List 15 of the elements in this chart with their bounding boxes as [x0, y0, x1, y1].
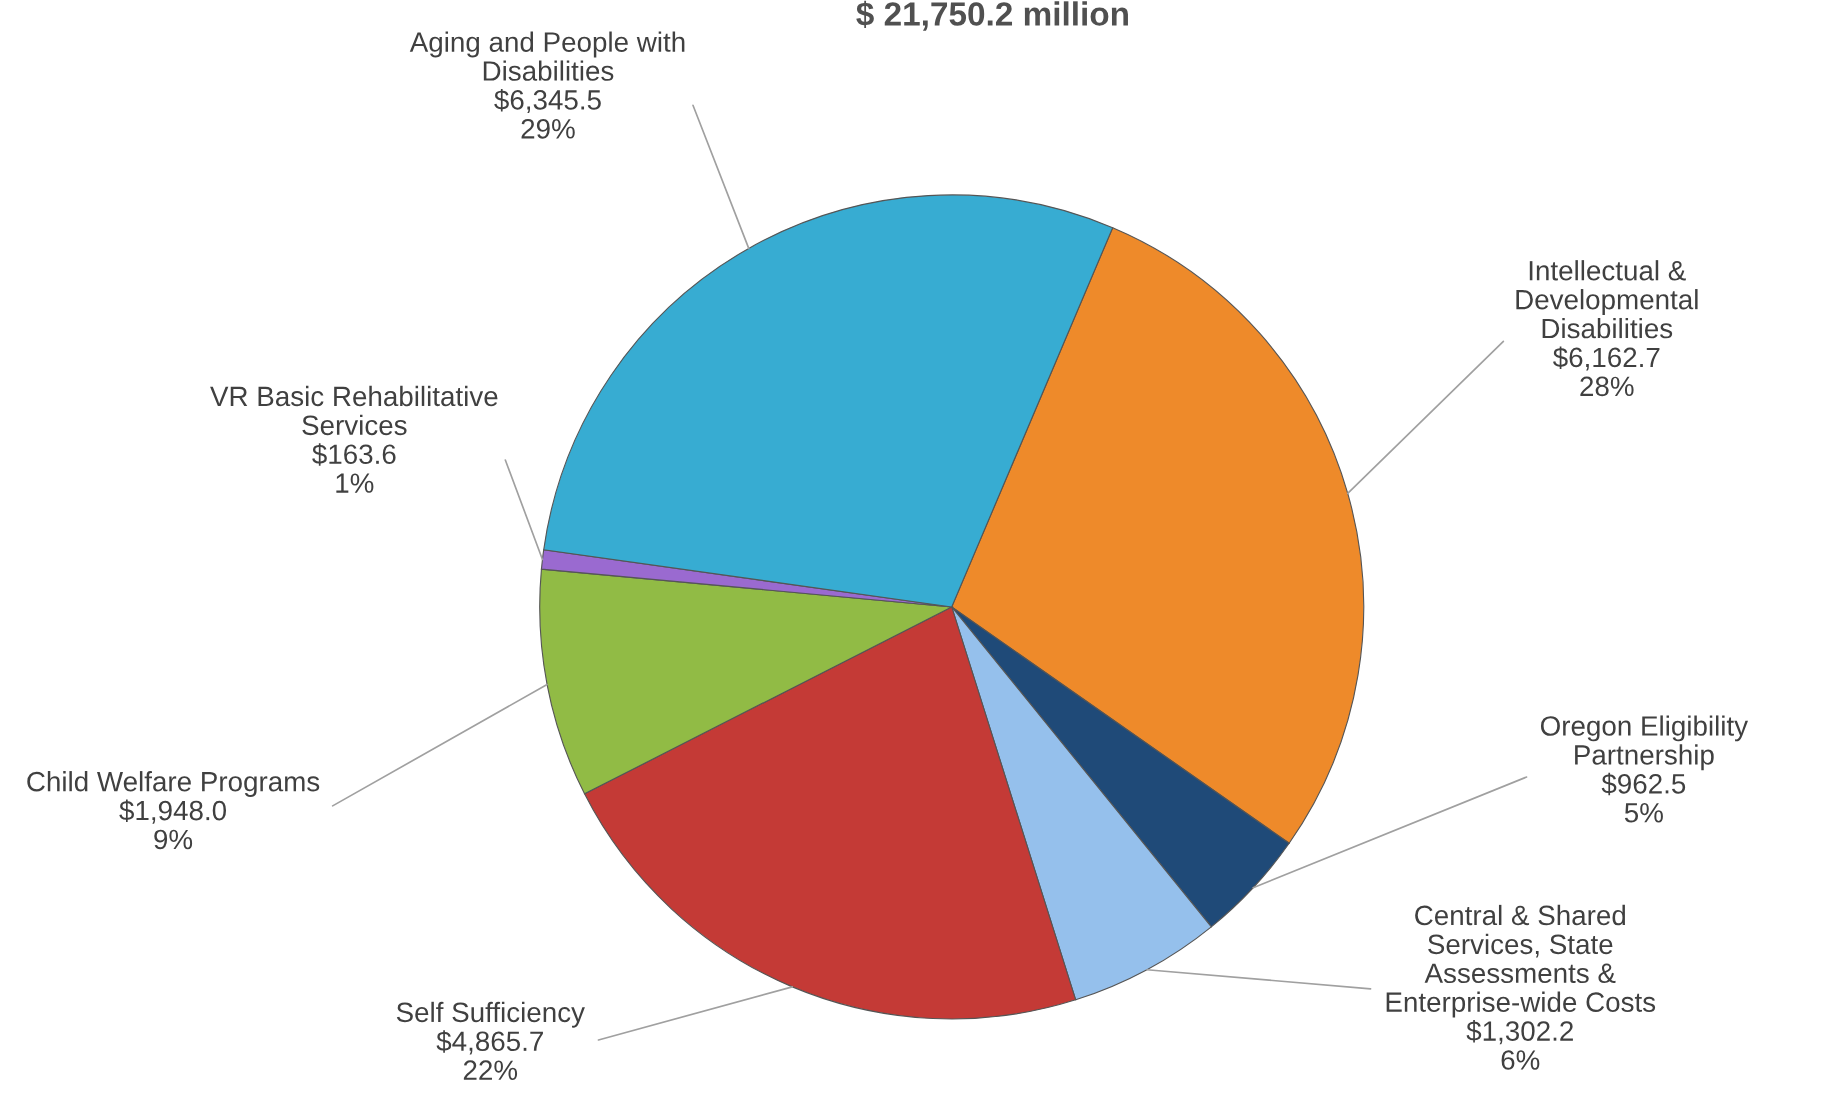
slice-label: Intellectual & Developmental Disabilities	[1516, 260, 1698, 339]
slice-label: Self Sufficiency	[396, 1001, 585, 1028]
data-label: $962.5 5%	[1601, 772, 1686, 823]
data-label: $1,948.0 9%	[119, 799, 227, 850]
data-label: $4,865.7 22%	[436, 1030, 543, 1080]
slice-label: Child Welfare Programs	[27, 771, 320, 797]
data-label: $6,162.7 28%	[1553, 346, 1660, 397]
chart-title: $ 21,750.2 million	[856, 0, 1128, 31]
data-label: $6,345.5 29%	[494, 88, 601, 139]
slice-label: Oregon Eligibility Partnership	[1540, 715, 1749, 771]
slice-label: VR Basic Rehabilitative Services	[210, 385, 498, 436]
slice-label: Central & Shared Services, State Assessments & Enterprise-wide Costs	[1386, 904, 1656, 1018]
data-label: $1,302.2 6%	[1466, 1020, 1573, 1070]
data-label: $163.6 1%	[312, 443, 396, 493]
slice-label: Aging and People with Disabilities	[409, 31, 685, 81]
